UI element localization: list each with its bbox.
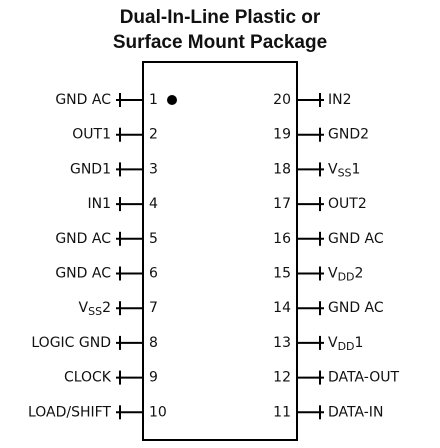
pin-label: DATA-OUT: [328, 370, 399, 386]
label-subscript: SS: [88, 305, 102, 318]
pin-label: LOGIC GND: [31, 335, 111, 351]
pin-label: OUT2: [328, 196, 367, 212]
pin-label: GND1: [70, 161, 111, 177]
pin-number: 9: [149, 370, 158, 386]
label-base: V: [328, 335, 338, 351]
title-line: Dual-In-Line Plastic or: [120, 7, 321, 28]
title-line: Surface Mount Package: [113, 32, 327, 53]
pin-label: GND AC: [55, 231, 111, 247]
label-base: V: [328, 266, 338, 282]
pin-number: 8: [149, 335, 158, 351]
pin-label: CLOCK: [64, 370, 112, 386]
pin-number: 17: [273, 196, 291, 212]
pin-number: 19: [273, 127, 291, 143]
pin-label: VSS2: [79, 300, 111, 318]
label-tail: 1: [355, 335, 364, 351]
label-base: V: [328, 161, 338, 177]
pin-label: VSS1: [328, 161, 360, 179]
pin-label: GND AC: [55, 92, 111, 108]
label-subscript: DD: [338, 340, 355, 353]
pin-number: 20: [273, 92, 291, 108]
pin-label: VDD1: [328, 335, 363, 353]
pin-label: GND AC: [328, 300, 384, 316]
pin-label: GND AC: [55, 266, 111, 282]
pin-label: DATA-IN: [328, 404, 383, 420]
pin-number: 4: [149, 196, 158, 212]
pin-number: 14: [273, 300, 291, 316]
pin-number: 12: [273, 370, 291, 386]
label-tail: 2: [102, 300, 111, 316]
pin-number: 16: [273, 231, 291, 247]
pin1-marker: [167, 95, 177, 105]
pin-number: 5: [149, 231, 158, 247]
pin-label: OUT1: [72, 127, 111, 143]
pin-number: 11: [273, 404, 291, 420]
label-tail: 1: [352, 161, 361, 177]
label-subscript: DD: [338, 271, 355, 284]
pin-number: 3: [149, 161, 158, 177]
pin-number: 10: [149, 404, 167, 420]
label-subscript: SS: [338, 166, 352, 179]
package-body: [142, 61, 298, 441]
label-tail: 2: [355, 266, 364, 282]
pin-label: GND2: [328, 127, 369, 143]
pin-label: VDD2: [328, 266, 363, 284]
pin-number: 2: [149, 127, 158, 143]
pin-number: 13: [273, 335, 291, 351]
label-base: V: [79, 300, 89, 316]
pin-number: 1: [149, 92, 158, 108]
pin-number: 15: [273, 266, 291, 282]
pin-number: 18: [273, 161, 291, 177]
pin-label: GND AC: [328, 231, 384, 247]
pin-number: 7: [149, 300, 158, 316]
pin-label: LOAD/SHIFT: [28, 404, 111, 420]
pin-label: IN2: [328, 92, 352, 108]
pin-label: IN1: [87, 196, 111, 212]
pin-number: 6: [149, 266, 158, 282]
